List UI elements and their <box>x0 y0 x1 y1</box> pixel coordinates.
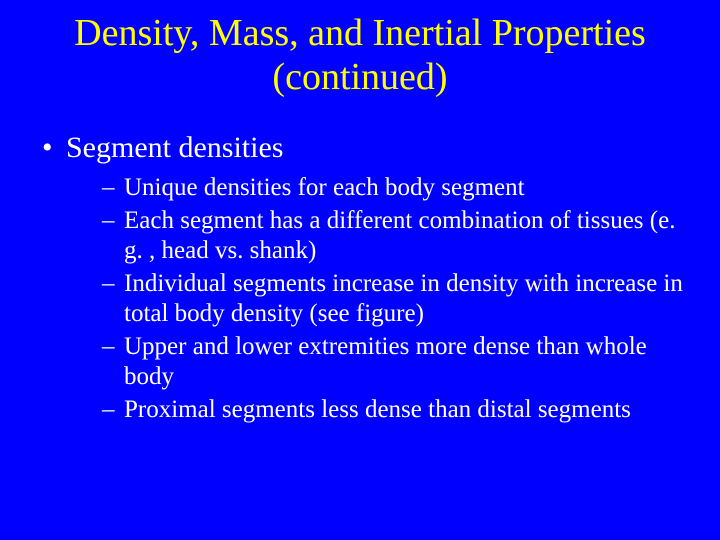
slide-title: Density, Mass, and Inertial Properties (… <box>20 12 700 99</box>
slide: Density, Mass, and Inertial Properties (… <box>0 0 720 540</box>
bullet-text: Segment densities <box>66 131 283 164</box>
bullet-text: Proximal segments less dense than distal… <box>124 396 631 423</box>
bullet-text: Each segment has a different combination… <box>124 207 675 265</box>
list-item: Unique densities for each body segment <box>102 173 700 204</box>
list-item: Upper and lower extremities more dense t… <box>102 332 700 393</box>
bullet-list-level2: Unique densities for each body segment E… <box>66 173 700 425</box>
list-item: Segment densities Unique densities for e… <box>42 131 700 425</box>
list-item: Proximal segments less dense than distal… <box>102 395 700 426</box>
bullet-text: Upper and lower extremities more dense t… <box>124 333 647 391</box>
bullet-text: Unique densities for each body segment <box>124 174 525 201</box>
bullet-list-level1: Segment densities Unique densities for e… <box>20 131 700 425</box>
list-item: Each segment has a different combination… <box>102 206 700 267</box>
list-item: Individual segments increase in density … <box>102 269 700 330</box>
bullet-text: Individual segments increase in density … <box>124 270 683 328</box>
